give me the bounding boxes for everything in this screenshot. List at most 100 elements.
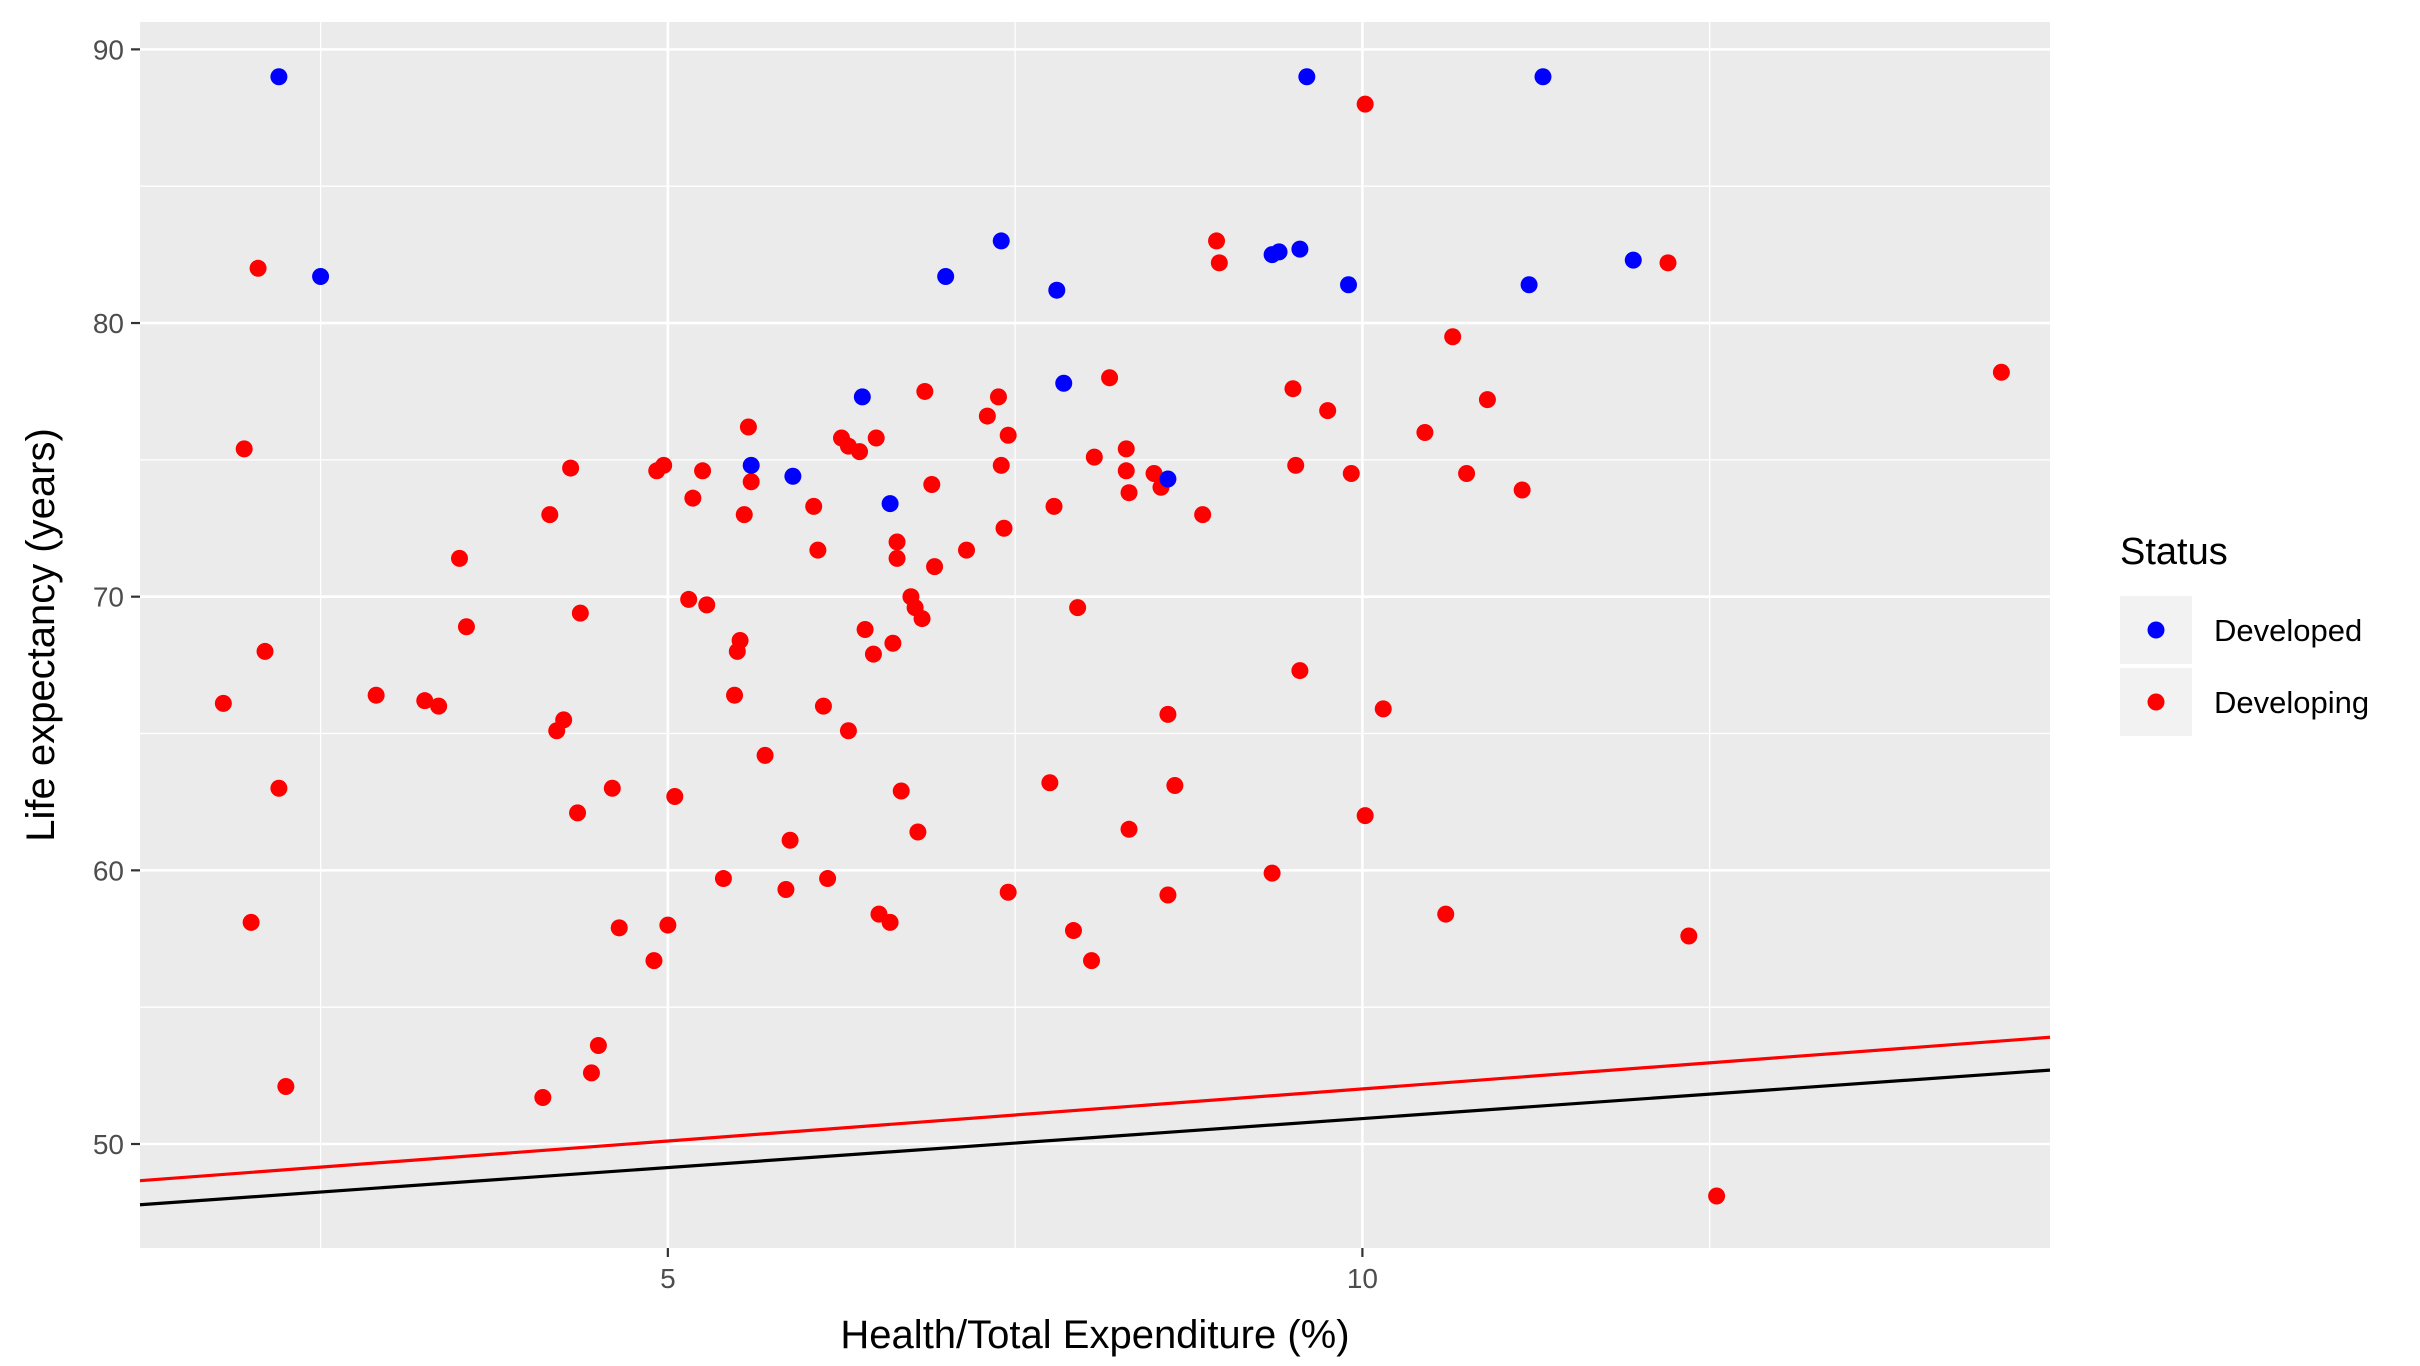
legend: Status Developed Developing [2120,531,2369,736]
data-point-developing [655,456,673,474]
data-point-developed [1055,374,1073,392]
data-point-developing [1444,328,1462,346]
data-point-developing [256,642,274,660]
data-point-developing [569,804,587,822]
data-point-developing [989,388,1007,406]
trend-line [139,1035,2051,1183]
data-points [214,68,2010,1205]
data-point-developing [999,883,1017,901]
data-point-developing [534,1088,552,1106]
data-point-developing [864,645,882,663]
data-point-developing [839,722,857,740]
data-point-developing [958,541,976,559]
data-point-developing [926,558,944,576]
data-point-developing [819,870,837,888]
data-point-developing [756,746,774,764]
data-point-developing [1145,465,1163,483]
y-tick-label: 90 [93,34,124,65]
data-point-developing [742,473,760,491]
data-point-developing [735,506,753,524]
legend-key-developing [2147,693,2165,711]
data-point-developing [1708,1187,1726,1205]
data-point-developing [694,462,712,480]
data-point-developing [881,913,899,931]
data-point-developing [1992,363,2010,381]
data-point-developing [884,634,902,652]
data-point-developing [603,779,621,797]
data-point-developing [562,459,580,477]
data-point-developing [541,506,559,524]
x-tick-label: 10 [1347,1263,1378,1294]
data-point-developing [1101,369,1119,387]
data-point-developing [1356,807,1374,825]
x-axis-title: Health/Total Expenditure (%) [840,1313,1349,1357]
data-point-developing [555,711,573,729]
major-gridlines [140,22,2050,1248]
data-point-developing [680,590,698,608]
y-tick-label: 50 [93,1129,124,1160]
trend-line [139,1068,2051,1207]
data-point-developing [367,686,385,704]
data-point-developed [1270,243,1288,261]
data-point-developing [1437,905,1455,923]
data-point-developing [1117,440,1135,458]
data-point-developing [923,475,941,493]
data-point-developing [1064,922,1082,940]
data-point-developed [853,388,871,406]
data-point-developing [1166,777,1184,795]
data-point-developing [1356,95,1374,113]
data-point-developed [270,68,288,86]
data-point-developing [739,418,757,436]
data-point-developing [731,631,749,649]
data-point-developing [888,533,906,551]
data-point-developing [805,497,823,515]
data-point-developing [1194,506,1212,524]
data-point-developing [1513,481,1531,499]
data-point-developing [1374,700,1392,718]
data-point-developing [809,541,827,559]
data-point-developing [1085,448,1103,466]
legend-key-developed [2147,621,2165,639]
data-point-developed [1159,470,1177,488]
data-point-developing [916,382,934,400]
data-point-developing [999,426,1017,444]
data-point-developing [867,429,885,447]
data-point-developed [312,268,330,286]
y-axis-title: Life expectancy (years) [19,428,63,842]
data-point-developing [457,618,475,636]
data-point-developing [571,604,589,622]
axis-ticks [131,48,1364,1257]
trend-lines [139,1035,2051,1207]
data-point-developing [235,440,253,458]
data-point-developed [992,232,1010,250]
data-point-developing [992,456,1010,474]
y-tick-label: 70 [93,582,124,613]
data-point-developing [1069,599,1087,617]
data-point-developing [726,686,744,704]
data-point-developing [1680,927,1698,945]
data-point-developing [714,870,732,888]
legend-label-developed: Developed [2214,613,2362,648]
data-point-developed [1048,281,1066,299]
data-point-developing [1120,484,1138,502]
data-point-developing [1041,774,1059,792]
data-point-developing [242,913,260,931]
data-point-developing [995,519,1013,537]
legend-title: Status [2120,531,2228,573]
data-point-developing [610,919,628,937]
data-point-developed [937,268,955,286]
data-point-developing [1284,380,1302,398]
data-point-developing [1659,254,1677,272]
data-point-developing [1117,462,1135,480]
data-point-developing [698,596,716,614]
data-point-developing [781,831,799,849]
data-point-developed [881,495,899,513]
data-point-developing [909,823,927,841]
data-point-developing [777,881,795,899]
data-point-developing [1045,497,1063,515]
data-point-developing [1208,232,1226,250]
data-point-developing [1319,402,1337,420]
data-point-developing [659,916,677,934]
data-point-developing [1210,254,1228,272]
data-point-developed [1520,276,1538,294]
